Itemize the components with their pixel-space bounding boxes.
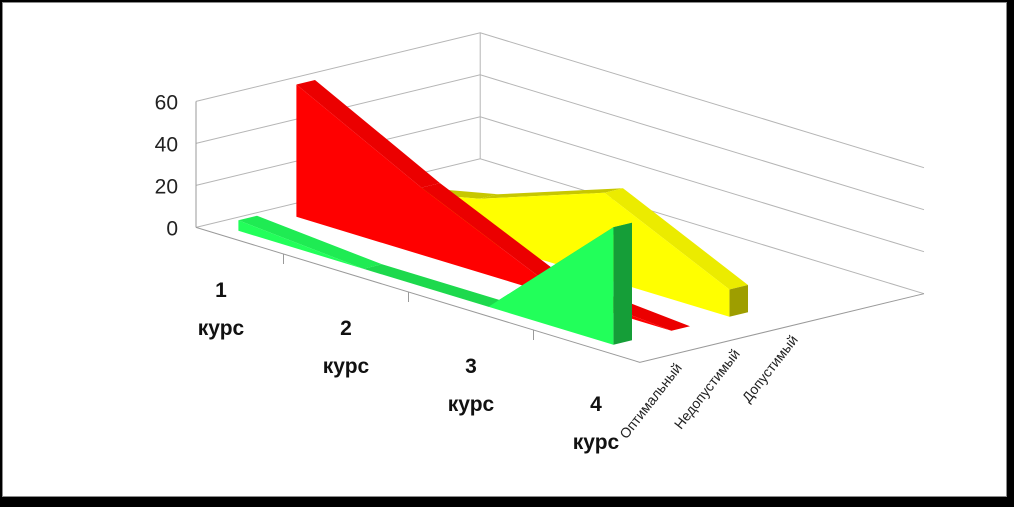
y-tick-label: 60 <box>155 91 178 114</box>
y-tick-label: 0 <box>166 217 178 240</box>
category-label-line: курс <box>198 317 245 340</box>
category-label: 4 курс <box>573 393 620 454</box>
series-top-face <box>296 80 440 188</box>
y-tick-label: 20 <box>155 175 178 198</box>
series-1 <box>238 215 632 345</box>
series-top-face <box>238 215 382 269</box>
floor-edge <box>195 226 925 363</box>
series-end-face <box>613 222 632 345</box>
series-label: Недопустимый <box>671 346 743 432</box>
y-tick-label: 40 <box>155 133 178 156</box>
series-end-face <box>729 285 748 317</box>
series-top-face <box>479 188 623 199</box>
category-label: 2 курс <box>323 317 370 378</box>
series-top-face <box>421 183 565 283</box>
category-label-line: курс <box>448 393 495 416</box>
category-label-line: 2 <box>340 317 352 340</box>
series-layer <box>238 80 748 345</box>
series-front-face <box>296 84 672 331</box>
chart-area: 0 20 40 60 1 курс 2 курс 3 курс 4 курс Оптимальный Не… <box>2 2 1007 497</box>
category-label: 1 курс <box>198 279 245 340</box>
series-top-face <box>363 264 507 307</box>
series-front-face <box>238 220 614 345</box>
category-label-line: 3 <box>465 355 477 378</box>
category-label-line: курс <box>323 355 370 378</box>
category-label-line: курс <box>573 431 620 454</box>
series-label: Оптимальный <box>616 360 685 442</box>
category-label-line: 1 <box>215 279 227 302</box>
category-label-line: 4 <box>590 393 602 416</box>
category-label: 3 курс <box>448 355 495 416</box>
series-top-face <box>604 188 748 290</box>
gridlines <box>195 32 925 363</box>
series-label: Допустимый <box>739 332 801 405</box>
